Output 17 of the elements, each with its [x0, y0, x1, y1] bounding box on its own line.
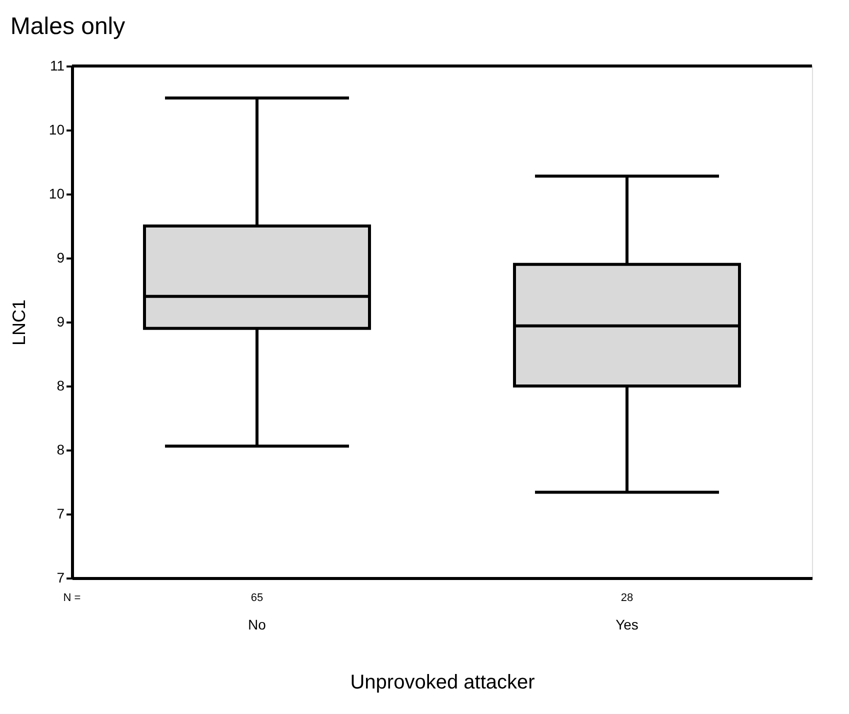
y-tick-label: 7 [56, 570, 65, 586]
text: 65 [250, 592, 264, 604]
y-tick-label: 8 [56, 442, 65, 458]
x-tick-label: Yes [616, 616, 638, 632]
x-tick-label: No [248, 616, 266, 632]
text: N = [63, 592, 81, 604]
text: 28 [620, 592, 634, 604]
y-axis-title: LNC1 [8, 299, 29, 346]
y-tick-label: 10 [48, 122, 65, 138]
y-tick-label: 9 [56, 250, 65, 266]
y-tick-label: 7 [56, 506, 65, 522]
y-tick-label: 8 [56, 378, 65, 394]
x-axis-title: Unprovoked attacker [350, 672, 536, 694]
y-tick-label: 10 [48, 186, 65, 202]
chart-title: Males only [10, 13, 126, 40]
y-tick-label: 9 [56, 314, 65, 330]
y-tick-label: 11 [50, 58, 65, 74]
